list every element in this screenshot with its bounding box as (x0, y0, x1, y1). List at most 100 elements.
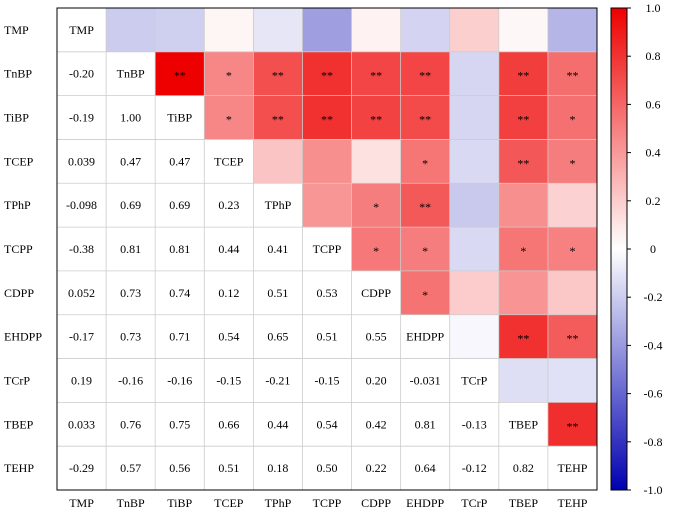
y-tick-label-tcep: TCEP (4, 154, 34, 168)
heatmap-cell-tphp-tcpp (302, 183, 352, 228)
correlation-value-tibp-tmp: -0.19 (69, 111, 94, 125)
correlation-value-cdpp-tcpp: 0.53 (317, 286, 338, 300)
y-axis-labels: TMP TnBP TiBP TCEP TPhP TCPP CDPP EHDPP TCrP TBEP… (4, 23, 42, 475)
correlation-value-tcrp-tnbp: -0.16 (118, 373, 143, 387)
diagonal-label-tehp: TEHP (557, 461, 587, 475)
heatmap-cell-tcep-tcrp (449, 139, 499, 184)
correlation-value-ehdpp-cdpp: 0.55 (366, 330, 387, 344)
correlation-value-ehdpp-tphp: 0.65 (267, 330, 288, 344)
y-tick-label-tcrp: TCrP (4, 373, 30, 387)
correlation-value-tcep-tmp: 0.039 (68, 154, 95, 168)
correlation-value-cdpp-tcep: 0.12 (218, 286, 239, 300)
correlation-value-cdpp-tnbp: 0.73 (120, 286, 141, 300)
heatmap-cell-ehdpp-tbep (498, 314, 548, 359)
correlation-value-tibp-tnbp: 1.00 (120, 111, 141, 125)
heatmap-cell-tmp-tcpp (302, 8, 352, 52)
correlation-value-tcrp-tcpp: -0.15 (315, 373, 340, 387)
heatmap-cell-tnbp-tehp (547, 51, 597, 96)
correlation-value-tehp-tibp: 0.56 (169, 461, 190, 475)
heatmap-cell-tibp-tphp (253, 95, 303, 140)
heatmap-cell-tnbp-ehdpp (400, 51, 450, 96)
x-tick-label-tcpp: TCPP (313, 496, 342, 510)
x-tick-label-tphp: TPhP (265, 496, 292, 510)
diagonal-label-tbep: TBEP (509, 417, 539, 431)
colorbar-tick-label: -0.8 (644, 435, 663, 449)
significance-mark-tnbp-tibp: ** (174, 69, 186, 83)
heatmap-cell-tnbp-tphp (253, 51, 303, 96)
diagonal-label-ehdpp: EHDPP (406, 330, 444, 344)
heatmap-cell-tnbp-tcpp (302, 51, 352, 96)
colorbar-tick-label: 0.2 (646, 194, 661, 208)
heatmap-cell-tmp-tehp (547, 8, 597, 52)
correlation-value-tehp-tnbp: 0.57 (120, 461, 141, 475)
heatmap-cell-tbep-tehp (547, 402, 597, 447)
diagonal-label-tibp: TiBP (167, 111, 192, 125)
heatmap-cell-tmp-tcep (204, 8, 254, 52)
heatmap-cell-tmp-ehdpp (400, 8, 450, 52)
heatmap-cell-tnbp-cdpp (351, 51, 401, 96)
correlation-value-tcep-tibp: 0.47 (169, 154, 190, 168)
heatmap-cell-tphp-cdpp (351, 183, 401, 228)
y-tick-label-tmp: TMP (4, 23, 29, 37)
heatmap-cell-tmp-tnbp (106, 8, 156, 52)
colorbar-tick-label: 0.4 (646, 146, 661, 160)
heatmap-cell-tibp-tcep (204, 95, 254, 140)
correlation-value-tcrp-tmp: 0.19 (71, 373, 92, 387)
heatmap-cell-tphp-tbep (498, 183, 548, 228)
colorbar-tick-label: -1.0 (644, 483, 663, 497)
x-tick-label-tbep: TBEP (509, 496, 539, 510)
significance-mark-tnbp-tcep: * (226, 69, 232, 83)
colorbar-tick-label: -0.4 (644, 338, 663, 352)
colorbar-tick-label: 0 (650, 242, 656, 256)
significance-mark-tibp-ehdpp: ** (419, 113, 431, 127)
colorbar-tick-label: -0.2 (644, 290, 663, 304)
significance-mark-tcpp-tbep: * (520, 244, 526, 258)
correlation-value-tehp-tcpp: 0.50 (317, 461, 338, 475)
heatmap-cell-tibp-tehp (547, 95, 597, 140)
correlation-value-tcrp-cdpp: 0.20 (366, 373, 387, 387)
correlation-value-tphp-tmp: -0.098 (66, 198, 97, 212)
y-tick-label-ehdpp: EHDPP (4, 330, 42, 344)
x-tick-label-tcep: TCEP (214, 496, 244, 510)
y-tick-label-tphp: TPhP (4, 198, 31, 212)
significance-mark-tnbp-tbep: ** (517, 69, 529, 83)
heatmap-cell-tmp-tphp (253, 8, 303, 52)
heatmap-gridlines (57, 8, 597, 490)
y-tick-label-cdpp: CDPP (4, 286, 34, 300)
diagonal-label-tnbp: TnBP (117, 67, 145, 81)
heatmap-cell-tcep-cdpp (351, 139, 401, 184)
heatmap-cell-cdpp-tbep (498, 270, 548, 315)
heatmap-cell-tphp-ehdpp (400, 183, 450, 228)
significance-mark-tibp-cdpp: ** (370, 113, 382, 127)
colorbar-tick-label: 0.6 (646, 97, 661, 111)
heatmap-cell-tmp-tbep (498, 8, 548, 52)
significance-mark-tibp-tbep: ** (517, 113, 529, 127)
diagonal-label-tcrp: TCrP (461, 373, 487, 387)
heatmap-cell-tnbp-tcrp (449, 51, 499, 96)
correlation-value-tcpp-tcep: 0.44 (218, 242, 239, 256)
colorbar-ticks: 1.0 0.8 0.6 0.4 0.2 0 -0.2 -0.4 -0.6 -0.8 -1.0 (627, 1, 663, 497)
heatmap-cell-tibp-cdpp (351, 95, 401, 140)
x-axis-labels: TMP TnBP TiBP TCEP TPhP TCPP CDPP EHDPP TCrP TBEP… (69, 496, 588, 510)
diagonal-label-tphp: TPhP (265, 198, 292, 212)
correlation-value-cdpp-tmp: 0.052 (68, 286, 95, 300)
y-tick-label-tehp: TEHP (4, 461, 34, 475)
heatmap-cell-tcpp-cdpp (351, 227, 401, 271)
significance-mark-tnbp-tehp: ** (566, 69, 578, 83)
heatmap-cell-tmp-tibp (155, 8, 205, 52)
correlation-value-tbep-ehdpp: 0.81 (415, 417, 436, 431)
correlation-value-tehp-tbep: 0.82 (513, 461, 534, 475)
heatmap-cell-tnbp-tibp (155, 51, 205, 96)
significance-mark-tibp-tehp: * (569, 113, 575, 127)
correlation-value-tphp-tnbp: 0.69 (120, 198, 141, 212)
heatmap-cell-tibp-tcpp (302, 95, 352, 140)
heatmap-cell-tcpp-tcrp (449, 227, 499, 271)
correlation-value-tbep-tcep: 0.66 (218, 417, 239, 431)
heatmap-cell-cdpp-tcrp (449, 270, 499, 315)
correlation-value-cdpp-tphp: 0.51 (267, 286, 288, 300)
heatmap-cell-tcrp-tbep (498, 358, 548, 403)
correlation-value-tehp-tphp: 0.18 (267, 461, 288, 475)
heatmap-cells (106, 8, 597, 447)
heatmap-cell-tphp-tcrp (449, 183, 499, 228)
correlation-value-ehdpp-tnbp: 0.73 (120, 330, 141, 344)
